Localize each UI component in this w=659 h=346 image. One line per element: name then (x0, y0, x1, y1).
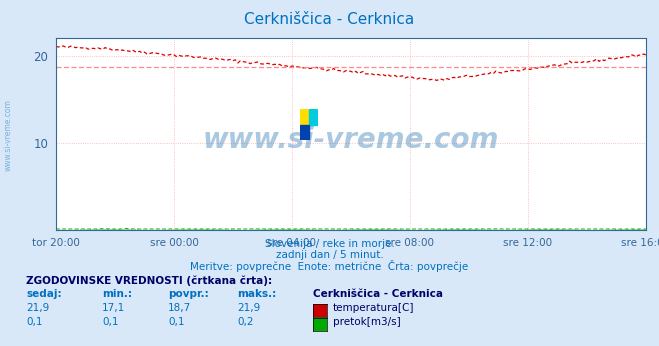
Text: zadnji dan / 5 minut.: zadnji dan / 5 minut. (275, 250, 384, 260)
Text: sedaj:: sedaj: (26, 289, 62, 299)
Text: 0,1: 0,1 (168, 317, 185, 327)
Text: pretok[m3/s]: pretok[m3/s] (333, 317, 401, 327)
Text: Meritve: povprečne  Enote: metrične  Črta: povprečje: Meritve: povprečne Enote: metrične Črta:… (190, 260, 469, 272)
Text: ZGODOVINSKE VREDNOSTI (črtkana črta):: ZGODOVINSKE VREDNOSTI (črtkana črta): (26, 275, 272, 285)
Text: 17,1: 17,1 (102, 303, 125, 313)
Text: 0,2: 0,2 (237, 317, 254, 327)
Text: 18,7: 18,7 (168, 303, 191, 313)
Text: Slovenija / reke in morje.: Slovenija / reke in morje. (264, 239, 395, 249)
Text: 0,1: 0,1 (102, 317, 119, 327)
Text: min.:: min.: (102, 289, 132, 299)
Text: 21,9: 21,9 (237, 303, 260, 313)
Text: 0,1: 0,1 (26, 317, 43, 327)
Bar (309, 125, 318, 140)
Bar (300, 125, 309, 140)
Text: Cerkniščica - Cerknica: Cerkniščica - Cerknica (244, 12, 415, 27)
Text: 21,9: 21,9 (26, 303, 49, 313)
Text: www.si-vreme.com: www.si-vreme.com (3, 99, 13, 171)
Text: www.si-vreme.com: www.si-vreme.com (203, 126, 499, 154)
Text: povpr.:: povpr.: (168, 289, 209, 299)
Text: temperatura[C]: temperatura[C] (333, 303, 415, 313)
Bar (300, 109, 309, 125)
Bar (309, 109, 318, 125)
Text: maks.:: maks.: (237, 289, 277, 299)
Text: Cerkniščica - Cerknica: Cerkniščica - Cerknica (313, 289, 443, 299)
